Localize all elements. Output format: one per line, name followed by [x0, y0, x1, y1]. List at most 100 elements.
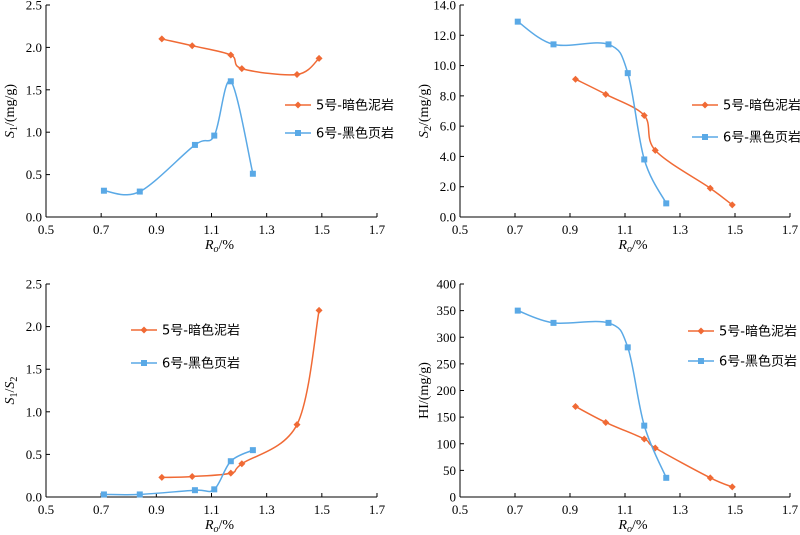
legend-entry: 5号-暗色泥岩 [688, 324, 797, 340]
chart-panel-4: 0 50 100 150 200 250 300 350 400 0.5 0.7 0.9 1.1 1.3 1… [417, 277, 799, 535]
data-point [728, 483, 736, 491]
y-tick-label: 50 [443, 463, 456, 478]
x-tick-label: 0.5 [38, 502, 54, 517]
y-tick-label: 2.5 [26, 277, 42, 292]
data-point [188, 473, 196, 481]
x-tick-label: 1.1 [617, 222, 633, 237]
y-tick-label: 200 [437, 383, 457, 398]
data-point [136, 188, 143, 195]
data-point [100, 187, 107, 194]
data-point [158, 35, 166, 43]
series-6 [514, 307, 670, 481]
x-tick-label: 1.1 [203, 222, 219, 237]
x-axis-title: Ro/% [617, 518, 647, 535]
legend-label: 5号-暗色泥岩 [316, 98, 394, 114]
y-axis-title: S2/(mg/g) [417, 84, 434, 138]
legend-entry: 5号-暗色泥岩 [692, 98, 800, 114]
x-axis-title: Ro/% [204, 518, 234, 535]
y-tick-label: 0.5 [26, 167, 42, 182]
y-tick-label: 1.0 [26, 125, 42, 140]
y-tick-label: 4.0 [440, 149, 456, 164]
data-point [238, 65, 246, 73]
y-tick-label: 0.5 [26, 447, 42, 462]
legend-label: 5号-暗色泥岩 [162, 323, 240, 339]
series-5 [572, 75, 736, 209]
data-point [514, 307, 521, 314]
legend-label: 5号-暗色泥岩 [719, 324, 797, 340]
y-tick-label: 100 [437, 436, 457, 451]
y-tick-label: 2.5 [26, 0, 42, 13]
legend-entry: 6号-黑色页岩 [131, 356, 240, 372]
data-point [238, 460, 246, 468]
data-point [602, 90, 610, 98]
series-5 [572, 402, 736, 491]
legend-entry: 6号-黑色页岩 [688, 354, 797, 370]
y-tick-label: 10.0 [433, 58, 456, 73]
y-tick-label: 2.0 [26, 319, 42, 334]
y-tick-label: 0 [450, 490, 457, 505]
y-tick-label: 0.0 [440, 210, 456, 225]
legend-marker [140, 326, 148, 334]
chart-panel-2: 0.0 2.0 4.0 6.0 8.0 10.0 12.0 14.0 0.5 0.7 0.9 1.1 1… [417, 0, 800, 255]
data-point [227, 78, 234, 85]
y-tick-label: 14.0 [433, 0, 456, 13]
data-point [100, 491, 107, 498]
y-axis-title: S1/(mg/g) [3, 84, 20, 138]
chart-panel-1: 0.00.51.01.52.02.50.5 0.7 0.9 1.1 1.3 1.5 1.7R… [3, 0, 394, 255]
legend-entry: 6号-黑色页岩 [285, 126, 394, 142]
legend-marker [141, 360, 147, 366]
data-point [293, 71, 301, 79]
series-line [161, 38, 320, 76]
y-tick-label: 1.5 [26, 362, 42, 377]
data-point [227, 51, 235, 59]
data-point [706, 474, 714, 482]
legend-label: 6号-黑色页岩 [723, 130, 800, 146]
x-tick-label: 1.3 [672, 502, 688, 517]
data-point [641, 422, 648, 429]
data-point [188, 42, 196, 50]
x-tick-label: 0.9 [148, 222, 164, 237]
data-point [249, 170, 256, 177]
y-tick-label: 6.0 [440, 119, 456, 134]
legend-marker [701, 101, 709, 109]
y-tick-label: 0.0 [26, 490, 42, 505]
data-point [728, 201, 736, 209]
x-tick-label: 1.5 [727, 222, 743, 237]
data-point [315, 54, 323, 62]
data-point [315, 306, 323, 314]
y-tick-label: 400 [437, 277, 457, 292]
data-point [663, 200, 670, 207]
x-tick-label: 1.5 [314, 502, 330, 517]
data-point [249, 447, 256, 454]
data-point [572, 402, 579, 410]
x-tick-label: 0.5 [452, 502, 468, 517]
data-point [136, 491, 143, 498]
legend-label: 6号-黑色页岩 [316, 126, 394, 142]
x-tick-label: 1.7 [782, 502, 799, 517]
legend-label: 6号-黑色页岩 [162, 356, 240, 372]
x-tick-label: 1.7 [369, 502, 386, 517]
legend-entry: 5号-暗色泥岩 [131, 323, 240, 339]
x-tick-label: 0.7 [93, 222, 110, 237]
series-6 [100, 447, 256, 498]
data-point [602, 418, 610, 426]
legend-entry: 6号-黑色页岩 [692, 130, 800, 146]
legend-marker [697, 327, 705, 335]
y-tick-label: 300 [437, 330, 457, 345]
x-tick-label: 0.7 [93, 502, 110, 517]
data-point [227, 469, 235, 477]
legend-label: 6号-黑色页岩 [719, 354, 797, 370]
y-tick-label: 8.0 [440, 88, 456, 103]
series-5 [158, 35, 323, 79]
data-point [227, 458, 234, 465]
data-point [211, 486, 218, 493]
series-6 [514, 18, 670, 207]
legend-marker [702, 134, 708, 140]
data-point [191, 141, 198, 148]
data-point [706, 184, 714, 192]
x-tick-label: 0.5 [38, 222, 54, 237]
data-point [640, 112, 648, 120]
x-tick-label: 0.9 [562, 502, 578, 517]
y-tick-label: 350 [437, 303, 457, 318]
